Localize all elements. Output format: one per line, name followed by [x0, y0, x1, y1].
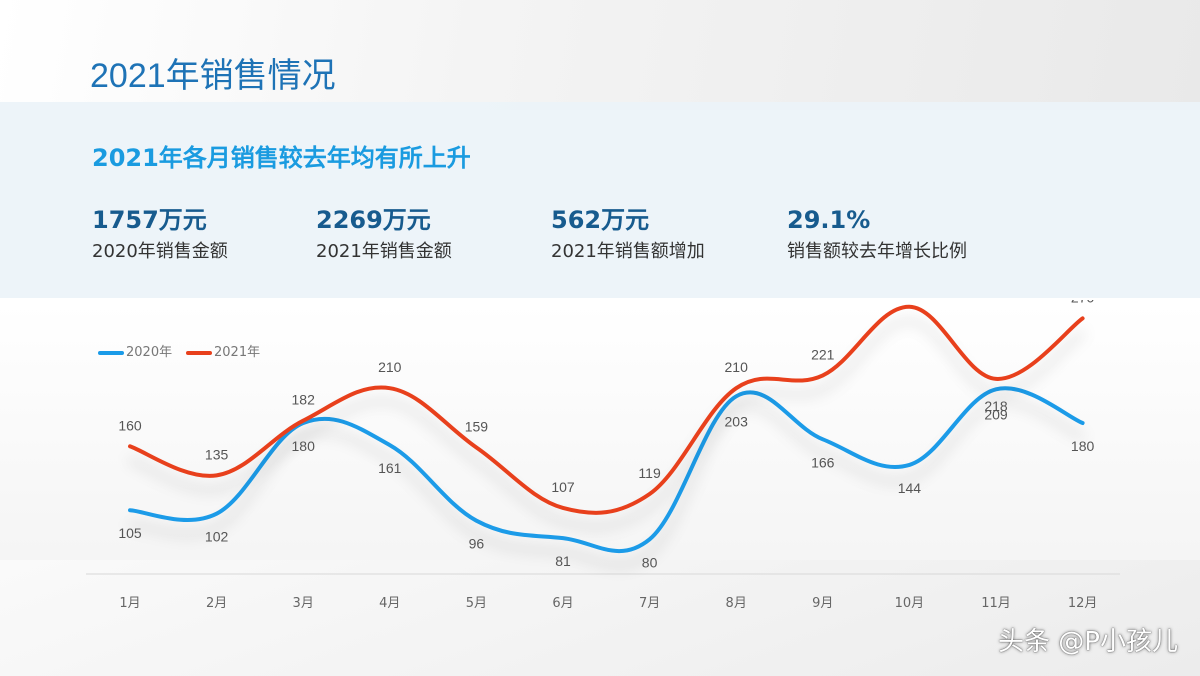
data-label-2020: 209: [984, 406, 1008, 422]
x-tick-label: 12月: [1068, 596, 1098, 611]
x-tick-label: 5月: [466, 596, 487, 611]
data-label-2021: 119: [638, 465, 661, 481]
x-tick-label: 9月: [812, 596, 833, 611]
x-tick-label: 1月: [119, 596, 140, 611]
watermark-text: 头条 @P小孩儿: [998, 627, 1178, 657]
data-label-2020: 161: [378, 460, 402, 476]
stat-value: 2269万元: [316, 206, 431, 234]
stat-2021-total: 2269万元 2021年销售金额: [316, 204, 452, 266]
stat-label: 销售额较去年增长比例: [787, 241, 967, 262]
data-label-2021: 270: [1071, 300, 1095, 305]
series-layer: [128, 304, 1085, 554]
stat-value: 29.1%: [787, 206, 871, 234]
stat-label: 2020年销售金额: [92, 241, 228, 262]
background-bottom: [0, 560, 1200, 676]
data-label-2020: 180: [1071, 438, 1095, 454]
x-tick-label: 4月: [379, 596, 400, 611]
x-tick-label: 2月: [206, 596, 227, 611]
data-label-2020: 102: [205, 529, 229, 545]
data-label-2021: 135: [205, 446, 229, 462]
stat-increase: 562万元 2021年销售额增加: [551, 204, 705, 266]
background-top: [0, 0, 1200, 110]
label-layer: 105 102 180 161 96 81 80 203 166 144 209 180 160 135 1…: [118, 300, 1094, 570]
x-tick-label: 7月: [639, 596, 660, 611]
data-label-2020: 166: [811, 454, 835, 470]
legend-item-2020: 2020年: [98, 341, 172, 360]
x-tick-label: 3月: [293, 596, 314, 611]
legend-swatch-2021: [186, 350, 212, 355]
data-label-2020: 81: [555, 553, 571, 569]
legend-label-2021: 2021年: [214, 345, 261, 360]
data-label-2020: 105: [118, 525, 142, 541]
data-label-2021: 159: [465, 419, 489, 435]
legend-swatch-2020: [98, 350, 124, 355]
page-title: 2021年销售情况: [90, 57, 336, 95]
summary-band: [0, 102, 1200, 298]
data-label-2020: 96: [469, 536, 485, 552]
tick-layer: 1月 2月 3月 4月 5月 6月 7月 8月 9月 10月 11月 12月: [119, 596, 1097, 611]
data-label-2021: 218: [984, 398, 1008, 414]
series-line-2021: [128, 304, 1085, 515]
data-label-2021: 210: [378, 359, 402, 375]
legend-label-2020: 2020年: [126, 345, 173, 360]
stat-value: 1757万元: [92, 206, 207, 234]
sales-line-chart: 105 102 180 161 96 81 80 203 166 144 209 180 160 135 1…: [86, 300, 1120, 611]
data-label-2021: 107: [551, 479, 575, 495]
data-label-2020: 203: [725, 413, 749, 429]
data-label-2020: 144: [898, 480, 922, 496]
headline: 2021年各月销售较去年均有所上升: [92, 144, 471, 172]
x-tick-label: 6月: [552, 596, 573, 611]
data-label-2020: 80: [642, 554, 658, 570]
data-label-2021: 182: [292, 392, 316, 408]
data-label-2021: 221: [811, 346, 835, 362]
x-tick-label: 10月: [895, 596, 925, 611]
x-tick-label: 8月: [726, 596, 747, 611]
data-label-2021: 210: [725, 359, 749, 375]
stat-growth-rate: 29.1% 销售额较去年增长比例: [787, 204, 967, 266]
data-label-2021: 160: [118, 417, 142, 433]
stat-value: 562万元: [551, 206, 650, 234]
series-line-2020: [128, 386, 1085, 554]
stat-2020-total: 1757万元 2020年销售金额: [92, 204, 228, 266]
stat-label: 2021年销售金额: [316, 241, 452, 262]
legend-item-2021: 2021年: [186, 341, 260, 360]
x-tick-label: 11月: [981, 596, 1011, 611]
data-label-2020: 180: [292, 438, 316, 454]
stat-label: 2021年销售额增加: [551, 241, 705, 262]
